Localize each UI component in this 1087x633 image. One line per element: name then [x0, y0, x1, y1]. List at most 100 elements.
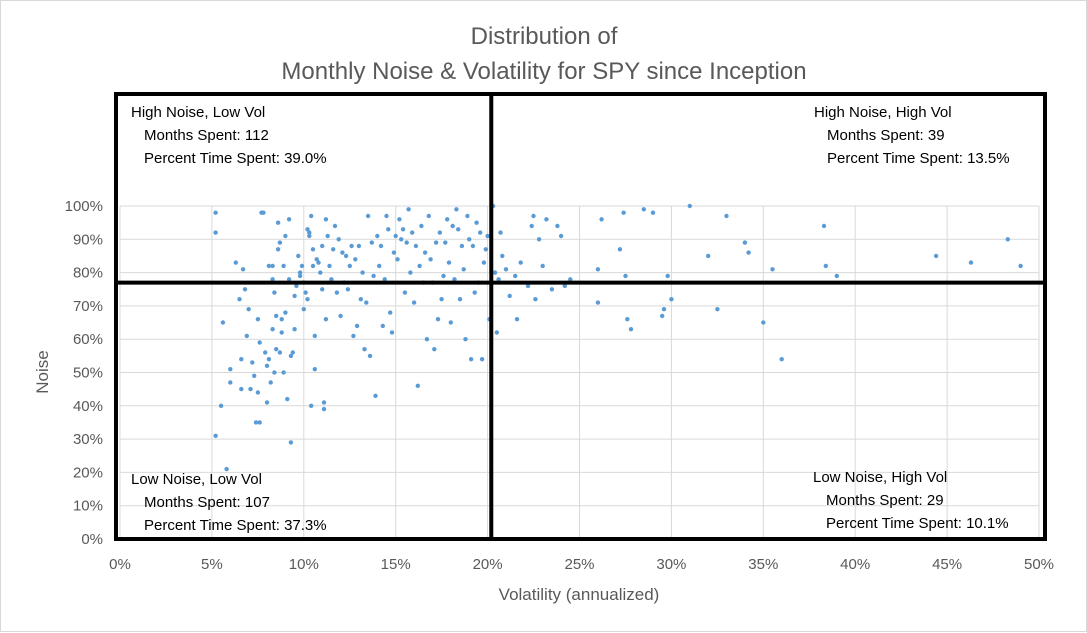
- scatter-point: [286, 277, 292, 282]
- scatter-point: [279, 330, 284, 335]
- scatter-point: [395, 257, 400, 262]
- scatter-point: [621, 210, 626, 215]
- scatter-point: [428, 257, 433, 262]
- scatter-point: [375, 233, 380, 239]
- scatter-point: [242, 287, 248, 292]
- scatter-point: [393, 233, 398, 239]
- scatter-point: [474, 220, 479, 225]
- scatter-point: [472, 290, 477, 295]
- scatter-point: [240, 267, 246, 272]
- scatter-point: [358, 297, 363, 302]
- scatter-point: [494, 330, 499, 335]
- scatter-point: [415, 383, 420, 388]
- scatter-point: [761, 320, 766, 325]
- scatter-point: [373, 393, 378, 398]
- scatter-point: [257, 340, 262, 345]
- chart-title-line-2: Monthly Noise & Volatility for SPY since…: [281, 58, 806, 85]
- scatter-point: [445, 217, 450, 222]
- scatter-point: [277, 240, 283, 245]
- scatter-point: [457, 297, 463, 302]
- scatter-point: [310, 247, 316, 252]
- y-tick-label: 90%: [73, 231, 103, 248]
- scatter-point: [595, 267, 601, 272]
- scatter-point: [558, 233, 564, 239]
- scatter-point: [456, 227, 461, 232]
- scatter-point: [479, 357, 485, 362]
- scatter-point: [422, 250, 428, 255]
- scatter-point: [228, 367, 233, 372]
- scatter-point: [419, 223, 424, 229]
- scatter-point: [307, 233, 312, 239]
- scatter-point: [369, 240, 374, 245]
- scatter-point: [288, 353, 294, 359]
- scatter-point: [386, 227, 391, 232]
- scatter-point: [485, 233, 490, 239]
- scatter-point: [321, 406, 327, 412]
- scatter-point: [562, 283, 567, 289]
- scatter-point: [536, 237, 542, 242]
- scatter-point: [252, 373, 257, 378]
- scatter-point: [496, 277, 501, 282]
- scatter-point: [933, 253, 939, 259]
- scatter-point: [650, 210, 656, 215]
- axis-ticks: 0% 5% 10% 15% 20% 25% 30% 35% 40% 45% 50% 0% 10% 20% 3…: [65, 198, 1054, 573]
- scatter-point: [281, 370, 286, 375]
- scatter-point: [334, 290, 340, 295]
- scatter-point: [617, 247, 623, 252]
- scatter-point: [277, 350, 283, 355]
- scatter-point: [555, 223, 560, 229]
- scatter-point: [665, 273, 670, 279]
- y-tick-label: 30%: [73, 431, 103, 448]
- scatter-point: [443, 240, 448, 245]
- scatter-point: [399, 237, 404, 242]
- scatter-point: [454, 207, 459, 212]
- x-tick-label: 35%: [748, 556, 778, 573]
- scatter-point: [461, 267, 466, 272]
- scatter-point: [218, 403, 224, 408]
- scatter-point: [400, 227, 406, 232]
- scatter-point: [481, 260, 487, 265]
- y-tick-label: 0%: [81, 531, 103, 548]
- scatter-point: [424, 337, 430, 342]
- scatter-point: [968, 260, 974, 265]
- scatter-point: [821, 223, 827, 229]
- scatter-point: [270, 263, 275, 269]
- scatter-point: [323, 317, 329, 322]
- scatter-point: [549, 287, 555, 292]
- scatter-point: [292, 327, 297, 332]
- scatter-point: [823, 263, 828, 269]
- x-axis-label: Volatility (annualized): [499, 585, 660, 604]
- scatter-point: [724, 213, 729, 219]
- x-tick-label: 25%: [564, 556, 594, 573]
- scatter-point: [290, 350, 295, 355]
- scatter-point: [746, 250, 751, 255]
- quadrant-low-noise-high-vol: Low Noise, High Vol Months Spent: 29 Per…: [813, 469, 1009, 532]
- scatter-point: [261, 210, 266, 215]
- scatter-point: [402, 290, 408, 295]
- scatter-point: [413, 243, 419, 249]
- scatter-point: [439, 297, 444, 302]
- x-tick-label: 10%: [289, 556, 319, 573]
- x-tick-label: 50%: [1024, 556, 1054, 573]
- scatter-point: [468, 357, 474, 362]
- quadrant-high-noise-low-vol: High Noise, Low Vol Months Spent: 112 Pe…: [131, 104, 327, 167]
- scatter-point: [467, 237, 472, 242]
- scatter-point: [500, 253, 505, 259]
- scatter-point: [435, 317, 441, 322]
- scatter-point: [365, 213, 371, 219]
- scatter-point: [595, 300, 601, 305]
- scatter-point: [437, 230, 442, 235]
- scatter-point: [281, 263, 286, 269]
- scatter-point: [303, 290, 308, 295]
- quadrant-months: Months Spent: 107: [144, 494, 270, 511]
- scatter-point: [446, 260, 452, 265]
- y-axis-label: Noise: [33, 350, 52, 393]
- y-tick-label: 10%: [73, 498, 103, 515]
- scatter-point: [305, 227, 310, 232]
- scatter-point: [347, 263, 352, 269]
- y-tick-label: 70%: [73, 298, 103, 315]
- scatter-point: [264, 363, 270, 368]
- scatter-point: [417, 263, 422, 269]
- scatter-point: [410, 230, 415, 235]
